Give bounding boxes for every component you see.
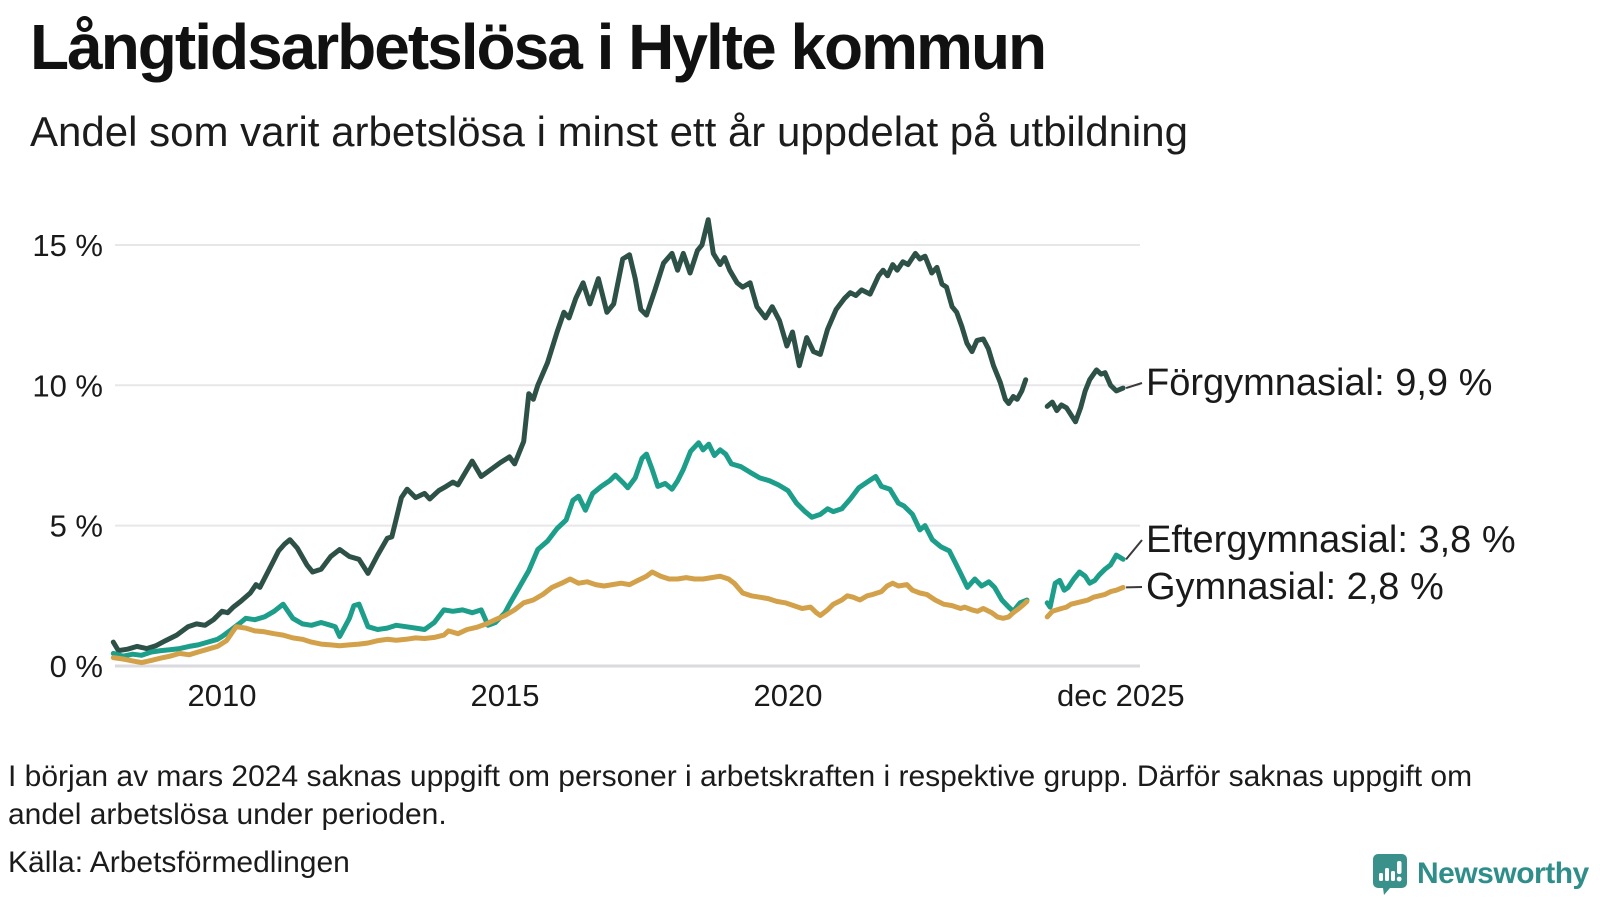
series-label-eftergymnasial: Eftergymnasial: 3,8 % bbox=[1146, 519, 1516, 561]
series-line-eftergymnasial bbox=[110, 440, 1126, 659]
newsworthy-bubble-icon bbox=[1373, 854, 1407, 895]
x-tick-label-dec-2025: dec 2025 bbox=[1057, 678, 1185, 713]
series-line-gymnasial bbox=[110, 569, 1126, 666]
footnote-line-1: I början av mars 2024 saknas uppgift om … bbox=[8, 760, 1473, 793]
source-label: Källa: Arbetsförmedlingen bbox=[8, 846, 350, 879]
series-line-förgymnasial bbox=[110, 217, 1126, 654]
label-connector-eftergymnasial bbox=[1125, 539, 1143, 560]
series-label-förgymnasial: Förgymnasial: 9,9 % bbox=[1146, 362, 1492, 404]
series-label-gymnasial: Gymnasial: 2,8 % bbox=[1146, 566, 1444, 608]
x-tick-label-2015: 2015 bbox=[471, 678, 540, 713]
x-tick-label-2010: 2010 bbox=[188, 678, 257, 713]
y-tick-label-15: 15 % bbox=[32, 228, 103, 263]
page-title: Långtidsarbetslösa i Hylte kommun bbox=[30, 11, 1047, 83]
chart-footnote: I början av mars 2024 saknas uppgift om … bbox=[8, 758, 1548, 835]
y-tick-label-10: 10 % bbox=[32, 368, 103, 403]
y-tick-label-5: 5 % bbox=[50, 509, 103, 544]
y-tick-label-0: 0 % bbox=[50, 649, 103, 684]
footnote-line-2: andel arbetslösa under perioden. bbox=[8, 798, 447, 832]
page-subtitle: Andel som varit arbetslösa i minst ett å… bbox=[30, 108, 1188, 155]
newsworthy-logo[interactable]: Newsworthy bbox=[1372, 853, 1589, 895]
label-connector-förgymnasial bbox=[1125, 382, 1143, 390]
x-tick-label-2020: 2020 bbox=[754, 678, 823, 713]
newsworthy-wordmark: Newsworthy bbox=[1417, 857, 1589, 890]
